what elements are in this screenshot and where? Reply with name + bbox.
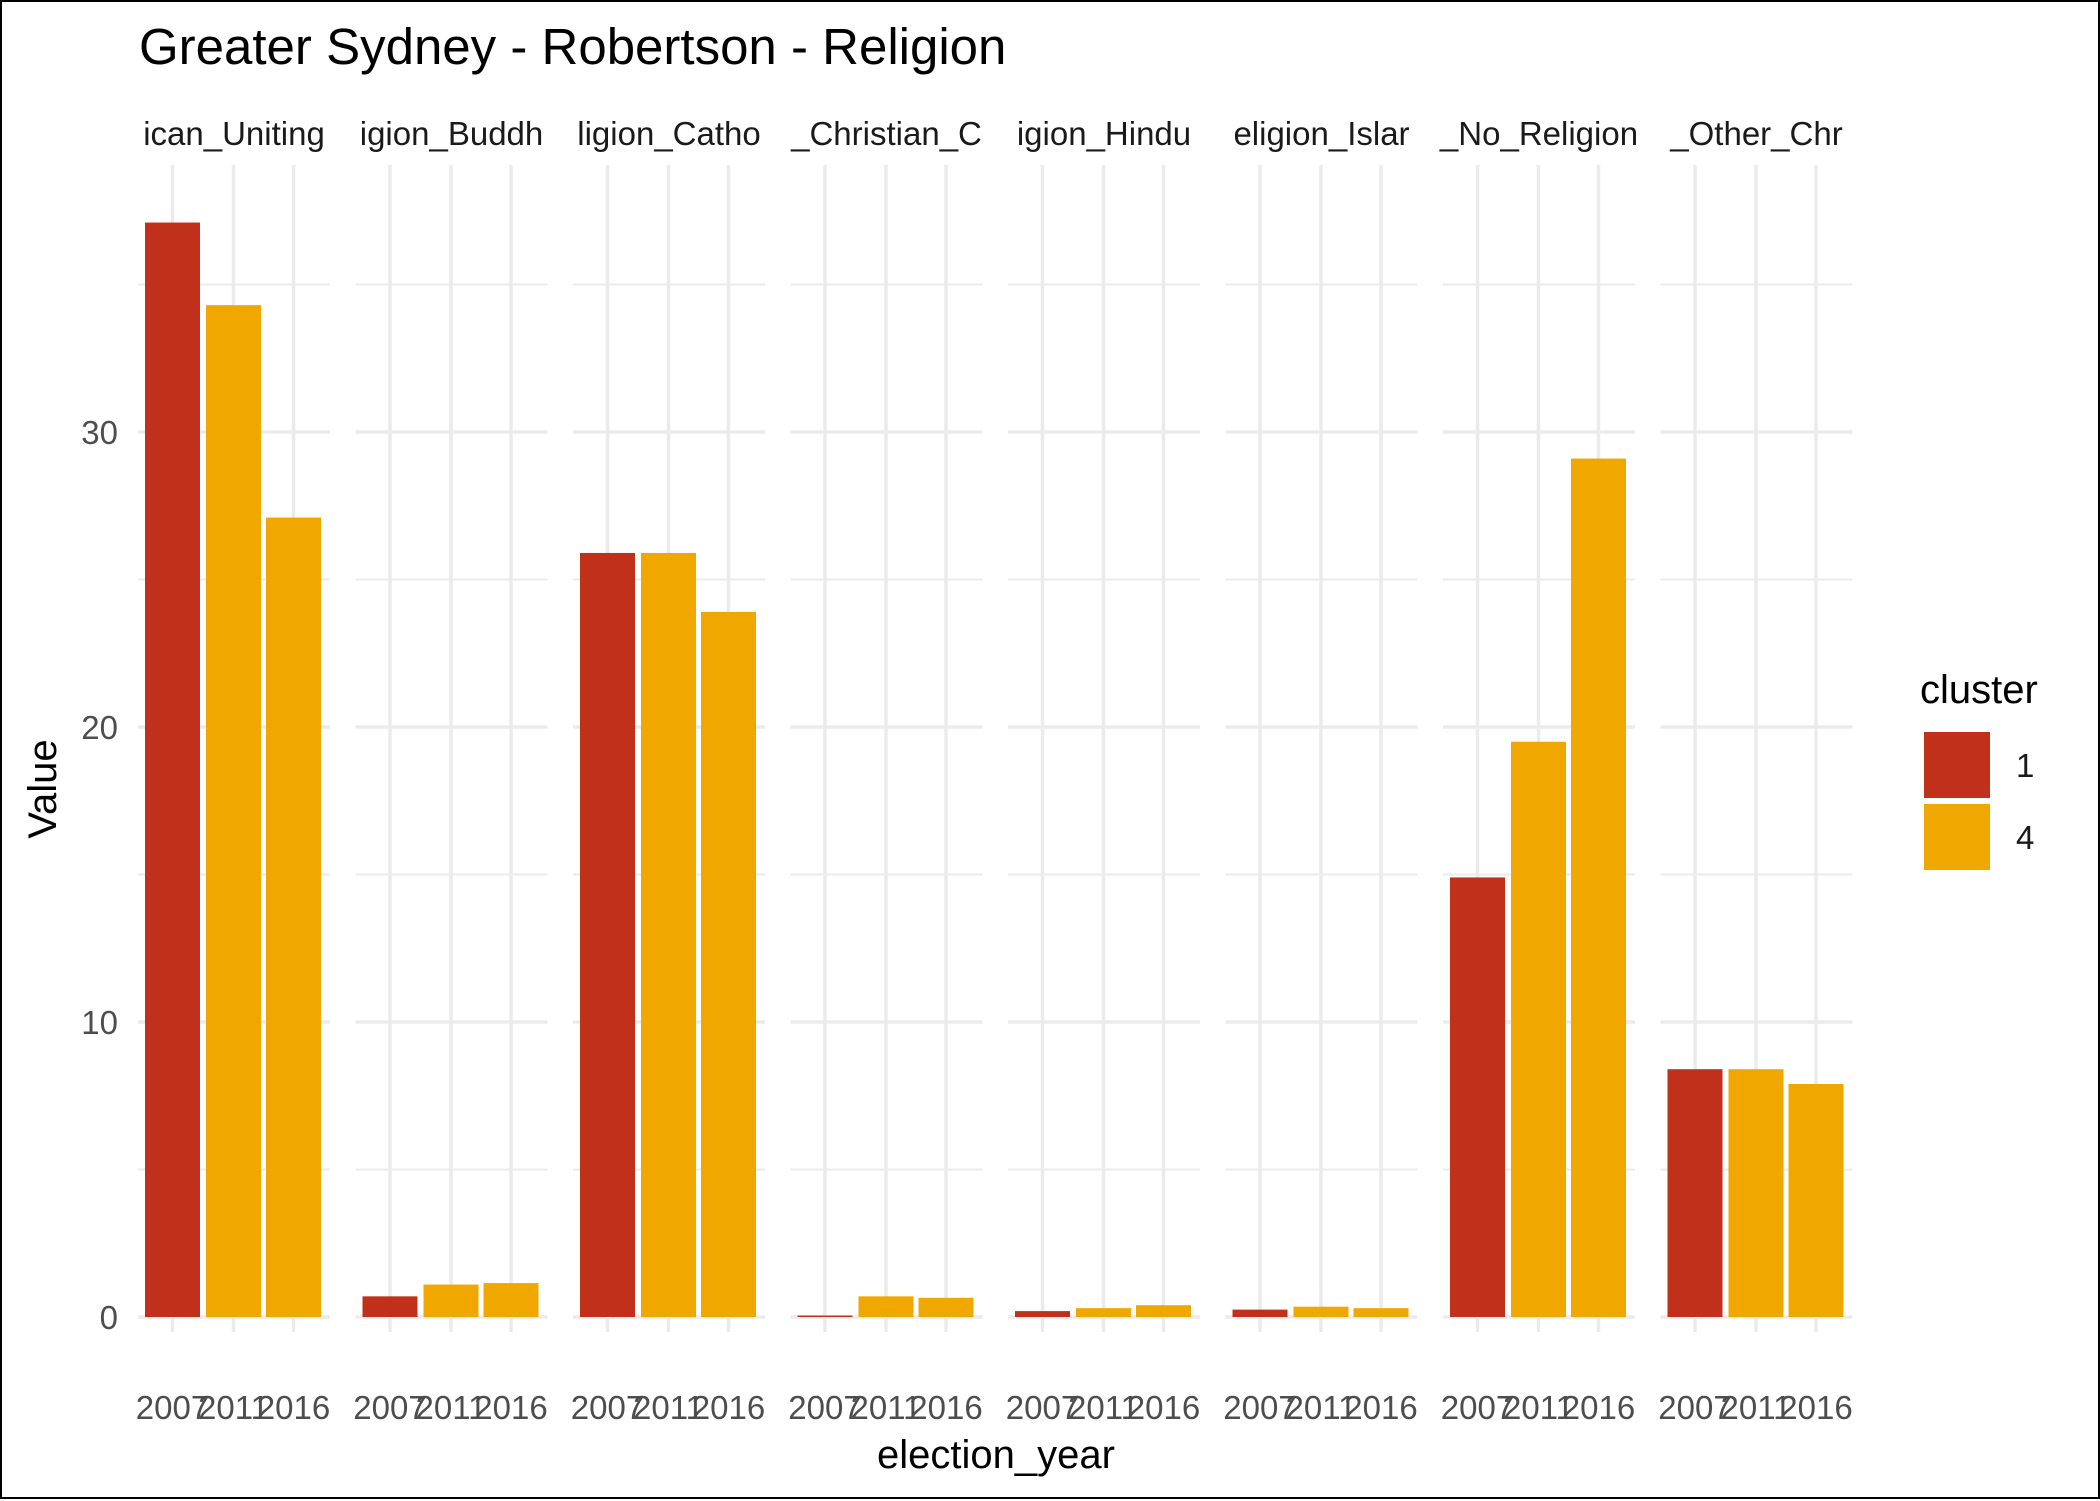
y-axis-title: Value <box>21 739 65 838</box>
bar-5-2016 <box>1136 1305 1191 1317</box>
x-tick-label: 2011 <box>1286 1389 1357 1426</box>
facet-strip-label: _Other_Chr <box>1669 115 1842 152</box>
x-tick-label: 2011 <box>1503 1389 1574 1426</box>
x-tick-label: 2011 <box>851 1389 922 1426</box>
strip-layer: ican_Uniting igion_Buddh ligion_Catho _Chri… <box>143 115 1843 152</box>
x-tick-label: 2011 <box>416 1389 487 1426</box>
bar-3-2007 <box>580 552 635 1317</box>
x-tick-label: 2016 <box>1127 1389 1200 1426</box>
bar-6-2007 <box>1232 1309 1288 1317</box>
legend-label-cluster-1: 1 <box>2016 747 2034 784</box>
bar-3-2011 <box>641 552 696 1317</box>
x-tick-label: 2016 <box>257 1389 330 1426</box>
bar-6-2016 <box>1353 1308 1409 1317</box>
x-tick-label: 2007 <box>788 1389 861 1426</box>
facet-strip-label: igion_Hindu <box>1017 115 1191 152</box>
x-tick-label: 2016 <box>909 1389 982 1426</box>
x-axis-title: election_year <box>877 1433 1115 1477</box>
legend-label-cluster-4: 4 <box>2016 819 2034 856</box>
bar-2-2011 <box>423 1284 479 1317</box>
legend-key-cluster-4 <box>1924 804 1990 870</box>
x-tick-label: 2007 <box>1658 1389 1731 1426</box>
y-tick-label: 30 <box>81 414 118 451</box>
x-tick-label: 2011 <box>198 1389 269 1426</box>
bar-7-2016 <box>1571 458 1626 1317</box>
bar-2-2016 <box>483 1283 539 1317</box>
y-tick-label: 20 <box>81 709 118 746</box>
x-tick-label: 2016 <box>1562 1389 1635 1426</box>
bar-1-2011 <box>206 305 261 1317</box>
y-tick-label: 10 <box>81 1004 118 1041</box>
bar-5-2011 <box>1076 1308 1131 1317</box>
x-tick-label: 2011 <box>1068 1389 1139 1426</box>
bar-7-2007 <box>1450 877 1505 1317</box>
bar-3-2016 <box>701 611 756 1317</box>
bars-layer <box>145 222 1844 1317</box>
bar-4-2007 <box>797 1315 853 1317</box>
bar-8-2011 <box>1728 1069 1784 1317</box>
x-tick-label: 2016 <box>1779 1389 1852 1426</box>
x-tick-label: 2016 <box>474 1389 547 1426</box>
bar-6-2011 <box>1293 1306 1349 1317</box>
legend: cluster 1 4 <box>1920 668 2038 870</box>
x-tick-label: 2011 <box>1721 1389 1792 1426</box>
bar-1-2016 <box>266 517 321 1317</box>
facet-strip-label: eligion_Islar <box>1233 115 1409 152</box>
bar-5-2007 <box>1015 1311 1070 1317</box>
bar-1-2007 <box>145 222 200 1317</box>
x-tick-label: 2011 <box>633 1389 704 1426</box>
x-tick-label: 2007 <box>571 1389 644 1426</box>
bar-4-2016 <box>918 1297 974 1317</box>
legend-key-cluster-1 <box>1924 732 1990 798</box>
y-tick-label: 0 <box>100 1299 118 1336</box>
facet-strip-label: ican_Uniting <box>143 115 325 152</box>
bar-8-2007 <box>1667 1069 1723 1317</box>
facet-strip-label: igion_Buddh <box>360 115 544 152</box>
x-tick-label: 2007 <box>1006 1389 1079 1426</box>
facet-strip-label: _Christian_C <box>790 115 982 152</box>
x-tick-label: 2007 <box>1223 1389 1296 1426</box>
x-tick-label: 2007 <box>136 1389 209 1426</box>
x-tick-label: 2016 <box>692 1389 765 1426</box>
bar-7-2011 <box>1511 741 1566 1317</box>
bar-4-2011 <box>858 1296 914 1317</box>
legend-title: cluster <box>1920 668 2038 712</box>
facet-strip-label: _No_Religion <box>1439 115 1638 152</box>
facet-strip-label: ligion_Catho <box>577 115 760 152</box>
x-tick-label: 2007 <box>1441 1389 1514 1426</box>
bar-2-2007 <box>362 1296 418 1317</box>
x-tick-label: 2007 <box>353 1389 426 1426</box>
chart-title: Greater Sydney - Robertson - Religion <box>139 18 1006 75</box>
bar-8-2016 <box>1788 1083 1844 1317</box>
x-tick-label: 2016 <box>1344 1389 1417 1426</box>
